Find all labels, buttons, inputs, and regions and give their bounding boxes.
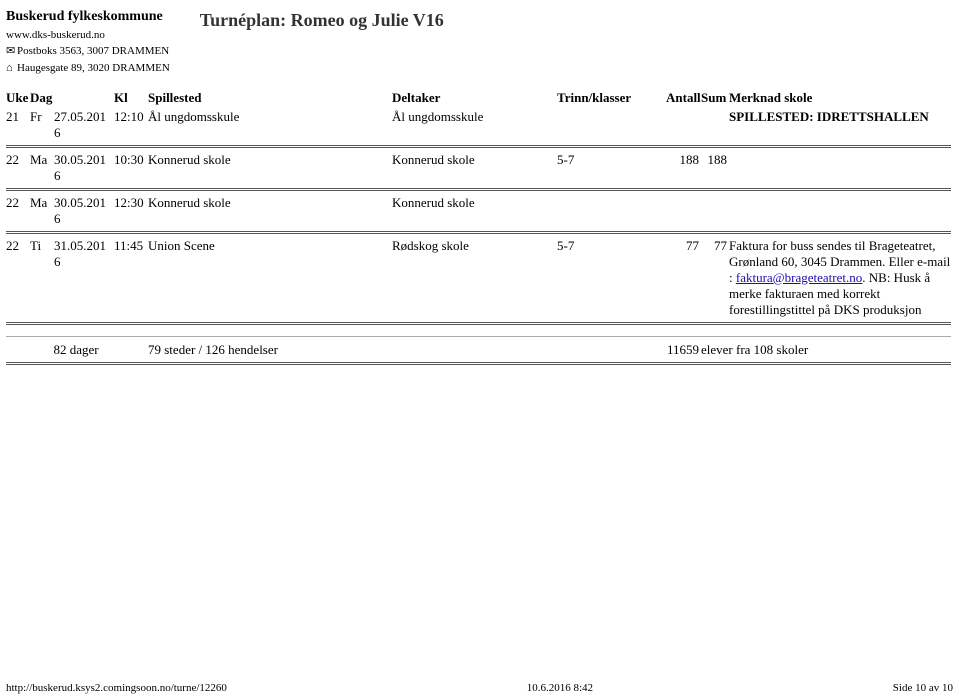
page-title: Turnéplan: Romeo og Julie V16 (200, 10, 444, 31)
th-merknad: Merknad skole (729, 90, 953, 108)
footer-page: Side 10 av 10 (893, 682, 953, 694)
merknad-bold: SPILLESTED: IDRETTSHALLEN (729, 109, 929, 124)
table-row: 22 Ti 31.05.2016 11:45 Union Scene Rødsk… (6, 237, 953, 319)
row-separator (6, 145, 951, 148)
org-block: Buskerud fylkeskommune www.dks-buskerud.… (6, 8, 170, 76)
mail-icon: ✉ (6, 45, 17, 59)
th-sum: Sum (701, 90, 729, 108)
schedule-table: Uke Dag Kl Spillested Deltaker Trinn/kla… (6, 90, 953, 368)
footer-date: 10.6.2016 8:42 (527, 682, 593, 694)
summary-steder: 79 steder / 126 hendelser (148, 341, 392, 359)
th-spillested: Spillested (148, 90, 392, 108)
footer-url: http://buskerud.ksys2.comingsoon.no/turn… (6, 682, 227, 694)
summary-elever-suffix: elever fra 108 skoler (701, 341, 953, 359)
org-addr1: Postboks 3563, 3007 DRAMMEN (17, 45, 169, 57)
house-icon: ⌂ (6, 62, 17, 76)
summary-separator (6, 336, 951, 337)
table-row: 22 Ma 30.05.2016 12:30 Konnerud skole Ko… (6, 194, 953, 228)
th-dag: Dag (30, 90, 54, 108)
org-name: Buskerud fylkeskommune (6, 8, 170, 26)
page-header: Buskerud fylkeskommune www.dks-buskerud.… (6, 8, 953, 76)
summary-elever: 11659 (666, 341, 701, 359)
merknad-cell: Faktura for buss sendes til Brageteatret… (729, 237, 953, 319)
summary-row: 82 dager 79 steder / 126 hendelser 11659… (6, 341, 953, 359)
mail-link[interactable]: faktura@brageteatret.no (736, 270, 862, 285)
page-footer: http://buskerud.ksys2.comingsoon.no/turn… (6, 682, 953, 694)
row-separator (6, 362, 951, 365)
row-separator (6, 322, 951, 325)
row-separator (6, 188, 951, 191)
th-trinn: Trinn/klasser (557, 90, 666, 108)
table-header-row: Uke Dag Kl Spillested Deltaker Trinn/kla… (6, 90, 953, 108)
row-separator (6, 231, 951, 234)
org-addr2: Haugesgate 89, 3020 DRAMMEN (17, 62, 170, 74)
org-url: www.dks-buskerud.no (6, 29, 105, 41)
table-row: 21 Fr 27.05.2016 12:10 Ål ungdomsskule Å… (6, 108, 953, 142)
th-kl: Kl (114, 90, 148, 108)
summary-dager: 82 dager (6, 341, 148, 359)
th-uke: Uke (6, 90, 30, 108)
th-antall: Antall (666, 90, 701, 108)
table-row: 22 Ma 30.05.2016 10:30 Konnerud skole Ko… (6, 151, 953, 185)
th-deltaker: Deltaker (392, 90, 557, 108)
